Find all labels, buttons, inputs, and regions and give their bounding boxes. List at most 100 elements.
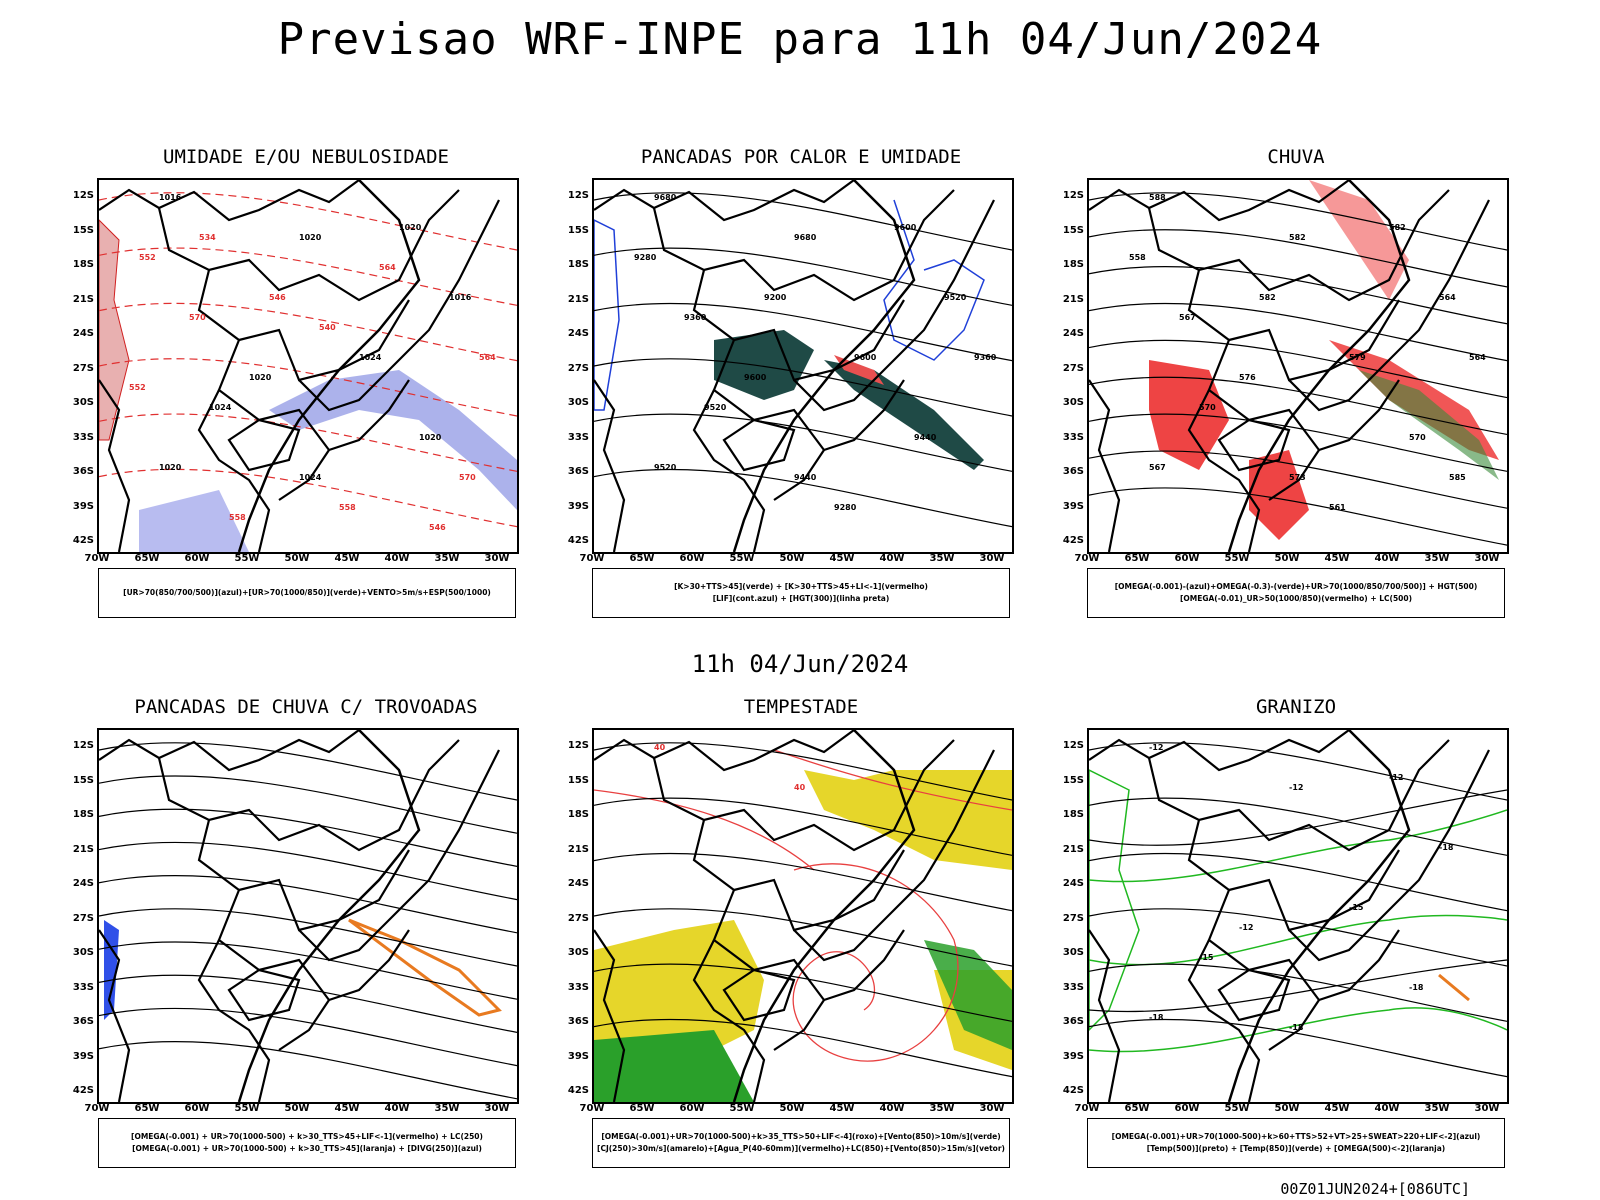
latitude-label: 15S <box>567 774 589 786</box>
heat-showers-legend-line: [LIF](cont.azul) + [HGT(300)](linha pret… <box>712 594 890 603</box>
storm-legend-line: [CJ(250)>30m/s](amarelo)+[Agua_P(40-60mm… <box>597 1144 1005 1153</box>
latitude-label: 39S <box>1062 1050 1084 1062</box>
contour-label: 570 <box>189 313 206 322</box>
main-title: Previsao WRF-INPE para 11h 04/Jun/2024 <box>277 14 1323 65</box>
latitude-label: 24S <box>72 878 94 889</box>
storm-map: 40 40 <box>592 728 1014 1104</box>
latitude-label: 18S <box>567 259 589 270</box>
latitude-label: 18S <box>72 259 94 270</box>
hail-legend: [OMEGA(-0.001)+UR>70(1000-500)+k>60+TTS>… <box>1087 1118 1505 1168</box>
latitude-label: 33S <box>1062 431 1084 443</box>
temp850-contour <box>1089 769 1140 1032</box>
contour-label: 534 <box>199 233 216 242</box>
longitude-label: 40W <box>384 553 410 564</box>
latitude-label: 24S <box>567 328 589 339</box>
country-border <box>328 379 410 452</box>
country-border <box>793 199 995 412</box>
longitude-label: 55W <box>729 1103 755 1114</box>
contour-label: 570 <box>1409 433 1426 442</box>
rain-legend-line: [OMEGA(-0.01)_UR>50(1000/850)(vermelho) … <box>1179 594 1413 603</box>
contour-label: 567 <box>1149 463 1166 472</box>
longitude-label: 30W <box>979 1103 1005 1114</box>
latitude-label: 24S <box>72 328 94 339</box>
contour-label: 1016 <box>449 293 472 302</box>
longitude-label: 65W <box>1124 553 1150 564</box>
contour-line <box>594 468 1012 528</box>
rain-legend-line: [OMEGA(-0.001)-(azul)+OMEGA(-0.3)-(verde… <box>1114 582 1478 591</box>
streamline <box>99 808 517 867</box>
longitude-label: 70W <box>1074 1103 1100 1114</box>
lif-contour <box>883 199 985 361</box>
contour-line <box>1089 963 1507 1022</box>
lif-contour <box>594 219 620 411</box>
latitude-label: 42S <box>1062 1085 1084 1096</box>
contour-line <box>1089 797 1507 856</box>
contour-label: 576 <box>1239 373 1256 382</box>
contour-label: 9520 <box>654 463 677 472</box>
country-border <box>1089 929 1121 1102</box>
coastline <box>732 180 916 552</box>
contour-label: 40 <box>654 743 666 752</box>
thunderstorms-legend-line: [OMEGA(-0.001) + UR>70(1000-500) + k>30_… <box>131 1132 483 1141</box>
contour-label: 570 <box>459 473 476 482</box>
country-border <box>197 819 410 932</box>
latitude-label: 18S <box>567 809 589 820</box>
hail-map: -12 -12 -12 -12 -15 -15 -18 -18 -18 -18 <box>1087 728 1509 1104</box>
country-border <box>1187 819 1400 932</box>
country-border <box>227 968 301 1022</box>
latitude-label: 27S <box>1062 362 1084 374</box>
country-border <box>99 730 360 772</box>
streamline <box>1089 339 1507 399</box>
streamline <box>594 789 815 871</box>
contour-label: 561 <box>1329 503 1346 512</box>
contour-label: 9680 <box>654 193 677 202</box>
thunderstorms-legend-line: [OMEGA(-0.001) + UR>70(1000-500) + k>30_… <box>132 1144 482 1153</box>
latitude-label: 36S <box>567 1016 589 1027</box>
latitude-label: 27S <box>1062 912 1084 924</box>
contour-label: 585 <box>1449 473 1466 482</box>
country-border <box>692 389 766 552</box>
latitude-label: 30S <box>72 947 94 958</box>
heat-showers-map-canvas: 9680 9680 9600 9600 9600 9520 9520 9520 9440 9440… <box>594 180 1012 552</box>
latitude-label: 30S <box>1062 397 1084 408</box>
rain-legend: [OMEGA(-0.001)-(azul)+OMEGA(-0.3)-(verde… <box>1087 568 1505 618</box>
contour-label: 564 <box>1469 353 1486 362</box>
contour-label: 564 <box>379 263 396 272</box>
longitude-label: 45W <box>829 553 855 564</box>
thunderstorms-map <box>97 728 519 1104</box>
contour-label: -12 <box>1239 923 1253 932</box>
contour-label: -12 <box>1389 773 1403 782</box>
country-border <box>217 889 331 1051</box>
latitude-label: 30S <box>72 397 94 408</box>
contour-label: 540 <box>319 323 336 332</box>
country-border <box>1187 269 1400 382</box>
thunderstorms-legend: [OMEGA(-0.001) + UR>70(1000-500) + k>30_… <box>98 1118 516 1168</box>
longitude-label: 45W <box>1324 553 1350 564</box>
country-border <box>298 749 500 962</box>
heat-showers-legend: [K>30+TTS>45](verde) + [K>30+TTS>45+LI<-… <box>592 568 1010 618</box>
country-border <box>227 418 301 472</box>
country-border <box>99 180 360 222</box>
longitude-label: 70W <box>84 553 110 564</box>
heat-showers-panel-title: PANCADAS POR CALOR E UMIDADE <box>640 146 962 168</box>
longitude-label: 35W <box>434 1103 460 1114</box>
longitude-label: 70W <box>84 1103 110 1114</box>
country-border <box>1187 939 1261 1102</box>
country-border <box>1217 968 1291 1022</box>
country-border <box>1089 180 1350 222</box>
latitude-label: 21S <box>72 843 94 855</box>
contour-label: 9600 <box>854 353 877 362</box>
country-border <box>99 929 131 1102</box>
humidity-legend-line: [UR>70(850/700/500)](azul)+[UR>70(1000/8… <box>123 588 491 597</box>
streamline <box>99 1040 517 1100</box>
streamline <box>1089 487 1507 546</box>
longitude-label: 60W <box>184 553 210 564</box>
contour-label: 9440 <box>914 433 937 442</box>
contour-label: 1024 <box>299 473 322 482</box>
contour-line <box>99 247 517 306</box>
country-border <box>1288 749 1490 962</box>
longitude-label: 30W <box>484 553 510 564</box>
contour-label: 582 <box>1389 223 1406 232</box>
country-border <box>298 199 500 412</box>
latitude-label: 27S <box>72 912 94 924</box>
